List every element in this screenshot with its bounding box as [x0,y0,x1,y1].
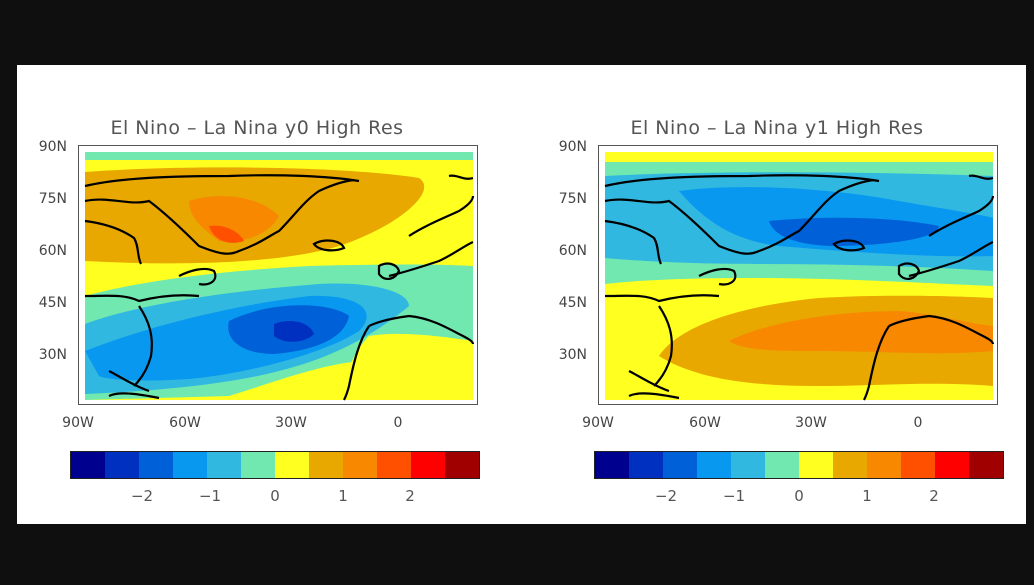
colorbar-label: −1 [198,487,222,505]
x-tick-label: 0 [393,415,403,431]
y-tick-label: 45N [558,295,587,311]
figure-frame: El Nino – La Nina y0 High Res 90N 75N 60… [17,65,1026,524]
panel-title: El Nino – La Nina y1 High Res [630,117,924,139]
colorbar-label: 2 [929,487,939,505]
y-tick-label: 60N [38,243,67,259]
y-tick-label: 75N [38,191,67,207]
x-tick-label: 30W [795,415,827,431]
y-tick-label: 60N [558,243,587,259]
panel-title: El Nino – La Nina y0 High Res [110,117,404,139]
map-plot-y1 [598,145,998,405]
contour-map [599,146,997,404]
colorbar-label: 1 [338,487,348,505]
panel-y1: El Nino – La Nina y1 High Res 90N 75N 60… [537,65,1034,524]
colorbar-label: 2 [405,487,415,505]
x-tick-label: 90W [62,415,94,431]
y-tick-label: 30N [558,347,587,363]
x-tick-label: 60W [689,415,721,431]
x-tick-label: 30W [275,415,307,431]
y-tick-label: 75N [558,191,587,207]
colorbar-label: 0 [270,487,280,505]
colorbar-label: −2 [654,487,678,505]
x-tick-label: 90W [582,415,614,431]
colorbar [70,451,480,479]
x-tick-label: 60W [169,415,201,431]
contour-map [79,146,477,404]
y-tick-label: 90N [38,139,67,155]
colorbar-label: 1 [862,487,872,505]
x-tick-label: 0 [913,415,923,431]
y-tick-label: 90N [558,139,587,155]
colorbar-label: −1 [722,487,746,505]
colorbar-label: 0 [794,487,804,505]
y-tick-label: 30N [38,347,67,363]
map-plot-y0 [78,145,478,405]
y-tick-label: 45N [38,295,67,311]
panel-y0: El Nino – La Nina y0 High Res 90N 75N 60… [17,65,517,524]
colorbar [594,451,1004,479]
colorbar-label: −2 [130,487,154,505]
